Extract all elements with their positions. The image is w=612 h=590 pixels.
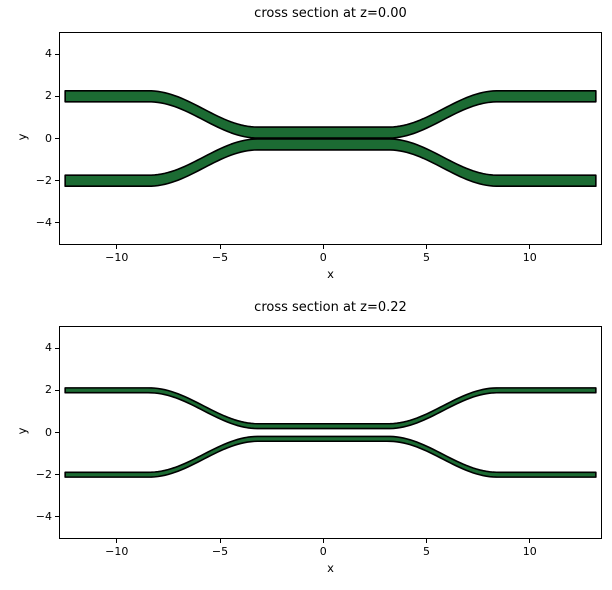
x-tick-mark bbox=[529, 245, 531, 249]
x-tick-label: 0 bbox=[319, 545, 327, 558]
x-tick-mark bbox=[322, 245, 324, 249]
x-tick-label: −10 bbox=[105, 251, 129, 264]
bottom-waveguide-band bbox=[64, 435, 597, 478]
x-tick-label: −10 bbox=[105, 545, 129, 558]
y-tick-mark bbox=[55, 432, 59, 433]
x-tick-label: 10 bbox=[522, 545, 537, 558]
top-waveguide-band bbox=[64, 387, 597, 430]
x-tick-mark bbox=[219, 245, 221, 249]
y-tick-mark bbox=[55, 180, 59, 182]
subplot2-axes-frame bbox=[59, 326, 602, 539]
x-tick-mark bbox=[322, 539, 324, 543]
x-tick-label: 5 bbox=[423, 545, 431, 558]
subplot2-title: cross section at z=0.22 bbox=[254, 300, 407, 315]
y-tick-label: −4 bbox=[35, 215, 52, 229]
x-tick-mark bbox=[116, 245, 118, 249]
y-tick-mark bbox=[55, 53, 59, 55]
y-tick-label: −2 bbox=[35, 173, 52, 187]
waveguide-bands-svg bbox=[64, 387, 597, 478]
y-tick-label: −4 bbox=[35, 509, 52, 523]
x-tick-label: −5 bbox=[211, 545, 229, 558]
y-tick-mark bbox=[55, 95, 59, 97]
y-tick-mark bbox=[55, 516, 59, 518]
top-waveguide-band bbox=[64, 90, 597, 139]
subplot1-x-axis-label: x bbox=[327, 267, 334, 281]
y-tick-mark bbox=[55, 138, 59, 139]
y-tick-label: 4 bbox=[45, 47, 52, 61]
subplot1-axes-frame bbox=[59, 32, 602, 245]
y-tick-label: 2 bbox=[45, 89, 52, 103]
x-tick-label: 10 bbox=[522, 251, 537, 264]
x-tick-mark bbox=[426, 245, 428, 249]
y-tick-label: 0 bbox=[45, 131, 52, 145]
y-tick-label: −2 bbox=[35, 467, 52, 481]
waveguide-bands-svg bbox=[64, 90, 597, 187]
y-tick-mark bbox=[55, 347, 59, 349]
y-tick-mark bbox=[55, 222, 59, 224]
subplot1-title: cross section at z=0.00 bbox=[254, 6, 407, 21]
bottom-waveguide-band bbox=[64, 138, 597, 187]
x-tick-mark bbox=[426, 539, 428, 543]
x-tick-mark bbox=[219, 539, 221, 543]
y-tick-mark bbox=[55, 474, 59, 476]
y-tick-label: 0 bbox=[45, 425, 52, 439]
y-tick-label: 4 bbox=[45, 341, 52, 355]
x-tick-mark bbox=[116, 539, 118, 543]
y-tick-label: 2 bbox=[45, 383, 52, 397]
x-tick-label: 5 bbox=[423, 251, 431, 264]
x-tick-mark bbox=[529, 539, 531, 543]
x-tick-label: −5 bbox=[211, 251, 229, 264]
x-tick-label: 0 bbox=[319, 251, 327, 264]
y-tick-mark bbox=[55, 389, 59, 391]
subplot2-x-axis-label: x bbox=[327, 561, 334, 575]
